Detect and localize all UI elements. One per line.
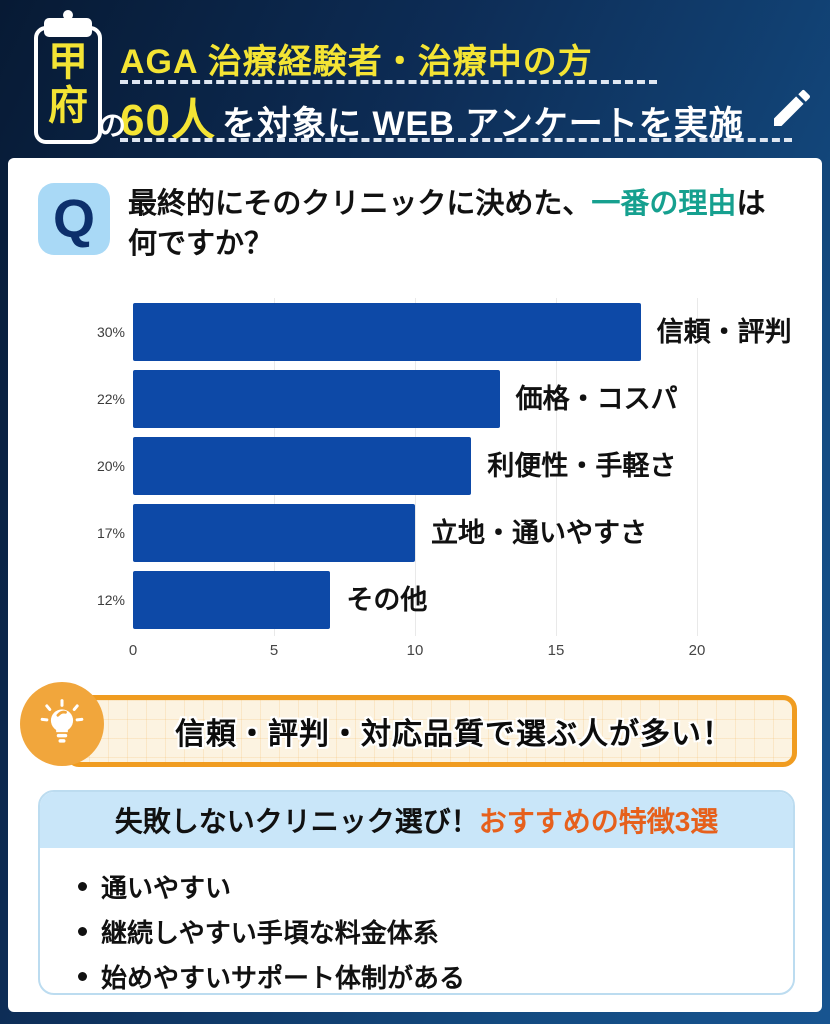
headline-count: 60人 xyxy=(120,96,216,145)
region-label: 甲 府 xyxy=(38,40,98,128)
recommendations-title-orange: おすすめの特徴3選 xyxy=(478,806,719,837)
pencil-icon xyxy=(774,89,811,126)
list-item: 継続しやすい手頃な料金体系 xyxy=(78,909,793,954)
percent-label: 17% xyxy=(96,525,125,541)
chart-gridline xyxy=(556,298,557,636)
question-part-2: は xyxy=(736,188,766,220)
x-axis-tick: 20 xyxy=(688,642,706,659)
bar xyxy=(133,437,472,495)
chart-row: 12% その他 xyxy=(8,571,822,629)
bar xyxy=(133,571,331,629)
bar-label: その他 xyxy=(346,585,428,615)
particle-label: の xyxy=(98,110,127,141)
region-char-2: 府 xyxy=(48,84,88,128)
headline-line2: 60人 を対象に WEB アンケートを実施 xyxy=(120,84,744,148)
x-axis-tick: 10 xyxy=(406,642,424,659)
lightbulb-icon xyxy=(40,699,84,743)
recommendations-card: 失敗しないクリニック選び！ おすすめの特徴3選 通いやすい継続しやすい手頃な料金… xyxy=(38,790,795,995)
question-highlight: 一番の理由 xyxy=(591,188,737,220)
question-text: 最終的にそのクリニックに決めた、一番の理由は 何ですか？ xyxy=(128,184,818,264)
question-part-1: 最終的にそのクリニックに決めた、 xyxy=(128,188,592,220)
chart-row: 30% 信頼・評判 xyxy=(8,303,822,361)
question-badge: Q xyxy=(38,183,110,255)
list-item: 通いやすい xyxy=(78,864,793,909)
bar-label: 利便性・手軽さ xyxy=(487,451,677,481)
insight-callout: 信頼・評判・対応品質で選ぶ人が多い！ xyxy=(65,695,797,767)
clipboard-clip-icon xyxy=(44,18,92,37)
headline-divider-2 xyxy=(120,138,792,142)
chart-row: 20% 利便性・手軽さ xyxy=(8,437,822,495)
percent-label: 12% xyxy=(96,592,125,608)
bar xyxy=(133,303,641,361)
x-axis-tick: 0 xyxy=(128,642,138,659)
x-axis-tick: 15 xyxy=(547,642,565,659)
recommendations-header: 失敗しないクリニック選び！ おすすめの特徴3選 xyxy=(40,792,793,848)
bar-chart: 0 5 10 15 20 30% 信頼・評判 22% 価格・コスパ 20% 利便性・手軽さ 17% 立地… xyxy=(8,298,822,666)
chart-row: 22% 価格・コスパ xyxy=(8,370,822,428)
headline-line1: AGA 治療経験者・治療中の方 xyxy=(120,43,593,81)
recommendations-list: 通いやすい継続しやすい手頃な料金体系 始めやすいサポート体制がある xyxy=(40,848,793,993)
headline-divider-1 xyxy=(120,80,657,84)
insight-text: 信頼・評判・対応品質で選ぶ人が多い！ xyxy=(175,718,733,751)
bar-label: 信頼・評判 xyxy=(656,317,792,347)
bullet-dot-icon xyxy=(78,927,87,936)
bar xyxy=(133,504,415,562)
list-item-text: 通いやすい xyxy=(101,873,232,903)
list-item-text: 始めやすいサポート体制がある xyxy=(101,963,466,993)
percent-label: 20% xyxy=(96,458,125,474)
header: 甲 府 の AGA 治療経験者・治療中の方 60人 を対象に WEB アンケート… xyxy=(0,0,830,158)
list-item: 始めやすいサポート体制がある xyxy=(78,954,793,993)
list-item-text: 継続しやすい手頃な料金体系 xyxy=(101,918,439,948)
bar xyxy=(133,370,500,428)
percent-label: 30% xyxy=(96,324,125,340)
bullet-dot-icon xyxy=(78,972,87,981)
content-card: Q 最終的にそのクリニックに決めた、一番の理由は 何ですか？ 0 5 10 15 20 3… xyxy=(8,158,822,1012)
region-char-1: 甲 xyxy=(48,40,88,84)
headline-rest: を対象に WEB アンケートを実施 xyxy=(221,105,744,143)
clipboard-icon: 甲 府 xyxy=(34,10,102,144)
clipboard-knob-icon xyxy=(63,10,73,20)
recommendations-title-black: 失敗しないクリニック選び！ xyxy=(114,806,479,837)
x-axis-tick: 5 xyxy=(269,642,279,659)
chart-row: 17% 立地・通いやすさ xyxy=(8,504,822,562)
bar-label: 価格・コスパ xyxy=(515,384,678,414)
bulb-badge xyxy=(20,682,104,766)
chart-gridline xyxy=(697,298,698,636)
percent-label: 22% xyxy=(96,391,125,407)
bar-label: 立地・通いやすさ xyxy=(431,518,647,548)
bullet-dot-icon xyxy=(78,882,87,891)
question-line-2: 何ですか？ xyxy=(128,228,274,260)
